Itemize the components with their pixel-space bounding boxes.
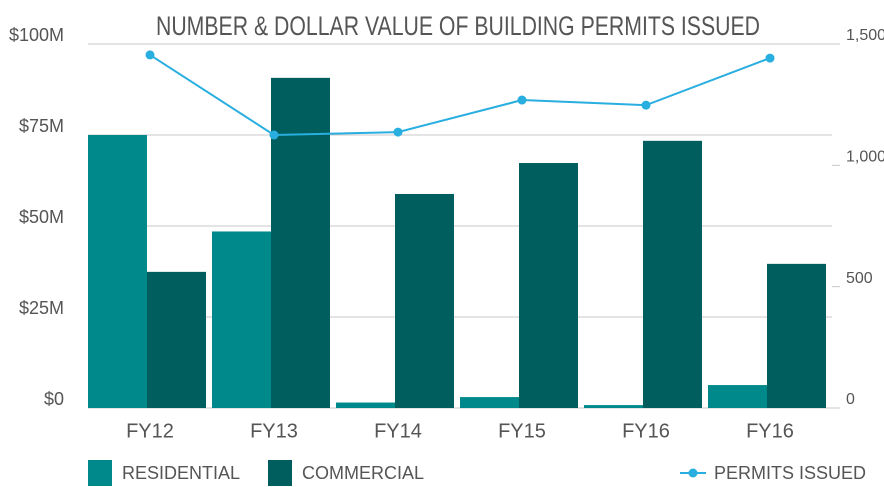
legend-label: RESIDENTIAL (122, 463, 240, 483)
line-point (765, 53, 775, 63)
y2-tick-label: 500 (846, 270, 873, 287)
bar (519, 163, 578, 408)
y-tick-label: $100M (9, 25, 64, 45)
bar (460, 397, 519, 408)
y-tick-label: $0 (44, 389, 64, 409)
line-point (641, 100, 651, 110)
legend-label: COMMERCIAL (302, 463, 424, 483)
y2-tick-label: 1,000 (846, 149, 884, 166)
y2-tick-label: 1,500 (846, 27, 884, 44)
bar (212, 231, 271, 408)
legend-swatch (688, 468, 698, 478)
x-tick-label: FY12 (126, 420, 174, 442)
line-point (517, 95, 527, 105)
bar (271, 77, 330, 409)
bar (336, 402, 395, 408)
line-point (269, 130, 279, 140)
y-tick-label: $25M (19, 298, 64, 318)
y2-tick-label: 0 (846, 391, 855, 408)
bar (708, 385, 767, 408)
bar (395, 193, 454, 408)
bar (643, 140, 702, 408)
x-tick-label: FY16 (622, 420, 670, 442)
x-tick-label: FY16 (746, 420, 794, 442)
x-tick-label: FY13 (250, 420, 298, 442)
y-tick-label: $50M (19, 207, 64, 227)
y-tick-label: $75M (19, 116, 64, 136)
line-point (145, 50, 155, 60)
legend-swatch (88, 460, 112, 486)
chart-title: NUMBER & DOLLAR VALUE OF BUILDING PERMIT… (156, 11, 760, 41)
legend-swatch (268, 460, 292, 486)
line (149, 54, 771, 137)
legend-label: PERMITS ISSUED (714, 463, 866, 483)
bar (147, 271, 206, 408)
x-tick-label: FY14 (374, 420, 422, 442)
bar (584, 405, 643, 408)
bar (88, 135, 147, 408)
bar (767, 263, 826, 408)
line-point (393, 127, 403, 137)
x-tick-label: FY15 (498, 420, 546, 442)
